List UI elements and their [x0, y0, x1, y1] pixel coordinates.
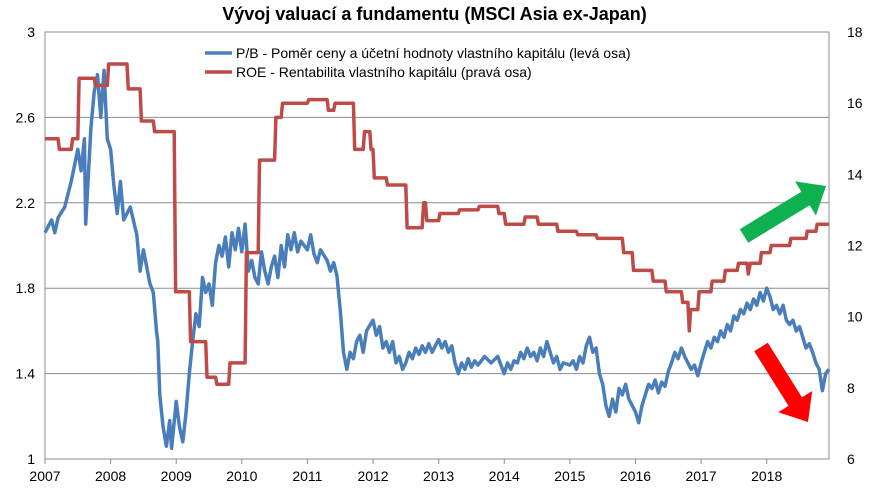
annotation-layer: [739, 181, 826, 422]
y-right-tick-label: 18: [847, 24, 863, 40]
series-layer: [43, 62, 831, 451]
legend: P/B - Poměr ceny a účetní hodnoty vlastn…: [205, 45, 631, 80]
x-tick-label: 2014: [489, 468, 520, 484]
plot-border: [44, 31, 830, 460]
y-left-tick-label: 2.6: [16, 109, 36, 125]
x-tick-label: 2016: [620, 468, 651, 484]
series-line-pb: [43, 68, 831, 451]
x-tick-label: 2008: [95, 468, 126, 484]
x-tick-label: 2009: [161, 468, 192, 484]
y-left-tick-label: 1.8: [16, 280, 36, 296]
legend-label: ROE - Rentabilita vlastního kapitálu (pr…: [236, 64, 532, 80]
y-right-tick-label: 12: [847, 238, 863, 254]
series-line-roe: [45, 62, 829, 387]
x-tick-label: 2018: [751, 468, 782, 484]
grid-layer: [44, 31, 830, 460]
legend-label: P/B - Poměr ceny a účetní hodnoty vlastn…: [236, 45, 631, 61]
x-tick-label: 2017: [685, 468, 716, 484]
chart-title: Vývoj valuací a fundamentu (MSCI Asia ex…: [222, 4, 647, 24]
x-tick-label: 2011: [292, 468, 322, 484]
x-tick-label: 2013: [423, 468, 454, 484]
y-left-tick-label: 2.2: [16, 195, 36, 211]
arrow-up-icon: [739, 181, 826, 243]
y-right-tick-label: 6: [847, 451, 855, 467]
y-right-tick-label: 8: [847, 380, 855, 396]
x-tick-label: 2012: [357, 468, 388, 484]
arrow-down-icon: [754, 342, 813, 422]
y-left-tick-label: 3: [27, 24, 35, 40]
axis-layer: 1 1.4 1.8 2.2 2.6 3 6 8 10 12 14 16 18 2007 2008 2009 20…: [16, 24, 863, 484]
y-left-tick-label: 1.4: [16, 366, 36, 382]
y-left-tick-label: 1: [27, 451, 35, 467]
x-tick-label: 2010: [226, 468, 257, 484]
y-right-tick-label: 10: [847, 309, 863, 325]
x-tick-label: 2007: [29, 468, 60, 484]
y-right-tick-label: 16: [847, 95, 863, 111]
x-tick-label: 2015: [554, 468, 585, 484]
y-right-tick-label: 14: [847, 166, 863, 182]
